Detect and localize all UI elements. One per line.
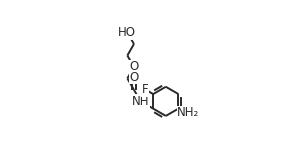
Text: O: O — [129, 60, 139, 74]
Text: NH₂: NH₂ — [177, 106, 200, 119]
Text: O: O — [129, 71, 139, 84]
Text: F: F — [142, 83, 148, 96]
Text: NH: NH — [132, 95, 149, 108]
Text: HO: HO — [118, 26, 136, 39]
